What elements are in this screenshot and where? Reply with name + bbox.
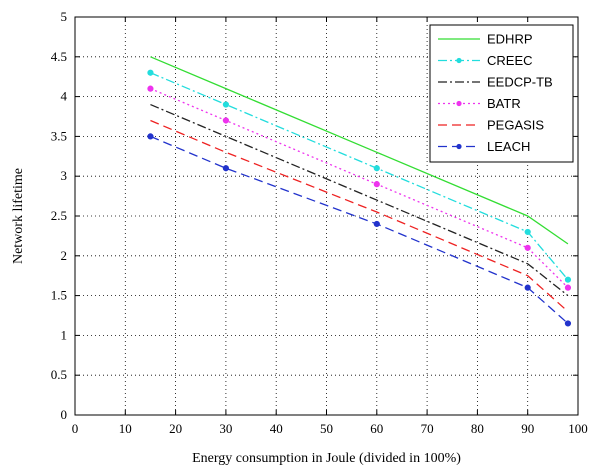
legend-label-pegasis: PEGASIS <box>487 118 544 133</box>
y-axis-label: Network lifetime <box>11 168 26 264</box>
data-point-creec <box>373 165 380 172</box>
x-axis-label: Energy consumption in Joule (divided in … <box>192 451 461 466</box>
data-point-creec <box>147 69 154 76</box>
y-tick-label: 4 <box>61 89 68 104</box>
y-tick-label: 3 <box>61 168 68 183</box>
x-tick-label: 40 <box>270 421 283 436</box>
y-tick-label: 0 <box>61 407 68 422</box>
data-point-leach <box>147 133 154 140</box>
data-point-creec <box>564 276 572 283</box>
data-point-batr <box>524 244 531 251</box>
data-point-batr <box>564 284 572 291</box>
data-point-creec <box>222 101 229 108</box>
y-tick-label: 2.5 <box>51 208 67 223</box>
y-tick-label: 0.5 <box>51 367 67 382</box>
x-tick-label: 20 <box>169 421 182 436</box>
data-point-batr <box>147 85 154 92</box>
data-point-batr <box>373 181 380 188</box>
data-point-creec <box>524 228 531 236</box>
x-tick-label: 100 <box>568 421 588 436</box>
x-tick-label: 10 <box>119 421 132 436</box>
ticks <box>74 16 579 416</box>
legend-marker <box>456 57 462 64</box>
x-tick-label: 30 <box>219 421 232 436</box>
data-point-leach <box>373 220 380 228</box>
legend-label-edhrp: EDHRP <box>487 32 533 47</box>
y-tick-label: 2 <box>61 248 68 263</box>
data-point-leach <box>524 284 531 291</box>
series-line-eedcp-tb <box>150 103 569 297</box>
data-point-leach <box>222 165 229 172</box>
x-tick-label: 60 <box>370 421 383 436</box>
legend-label-eedcp-tb: EEDCP-TB <box>487 75 553 90</box>
x-tick-label: 90 <box>521 421 534 436</box>
series-line-pegasis <box>150 119 569 313</box>
x-tick-label: 70 <box>421 421 434 436</box>
legend-marker <box>456 143 462 150</box>
legend-marker <box>456 100 462 107</box>
y-tick-label: 5 <box>61 9 68 24</box>
y-tick-label: 4.5 <box>51 49 67 64</box>
legend-label-creec: CREEC <box>487 53 533 68</box>
y-tick-label: 1 <box>61 327 68 342</box>
y-tick-label: 3.5 <box>51 128 67 143</box>
x-tick-label: 50 <box>320 421 333 436</box>
tick-labels: 0 10 20 30 40 50 60 70 80 90 100 0 0.5 1 1.5 2 2.5 3 3.5 4 4… <box>51 9 588 436</box>
data-point-leach <box>564 320 572 327</box>
legend-label-batr: BATR <box>487 96 521 111</box>
y-tick-label: 1.5 <box>51 288 67 303</box>
legend: EDHRP CREEC EEDCP-TB BATR PEGASIS LEACH <box>429 24 574 163</box>
series-line-edhrp <box>150 56 569 245</box>
data-point-batr <box>222 117 229 124</box>
legend-box <box>429 24 574 163</box>
legend-label-leach: LEACH <box>487 139 530 154</box>
x-tick-label: 80 <box>471 421 484 436</box>
series-layer <box>147 56 572 327</box>
x-tick-label: 0 <box>72 421 79 436</box>
